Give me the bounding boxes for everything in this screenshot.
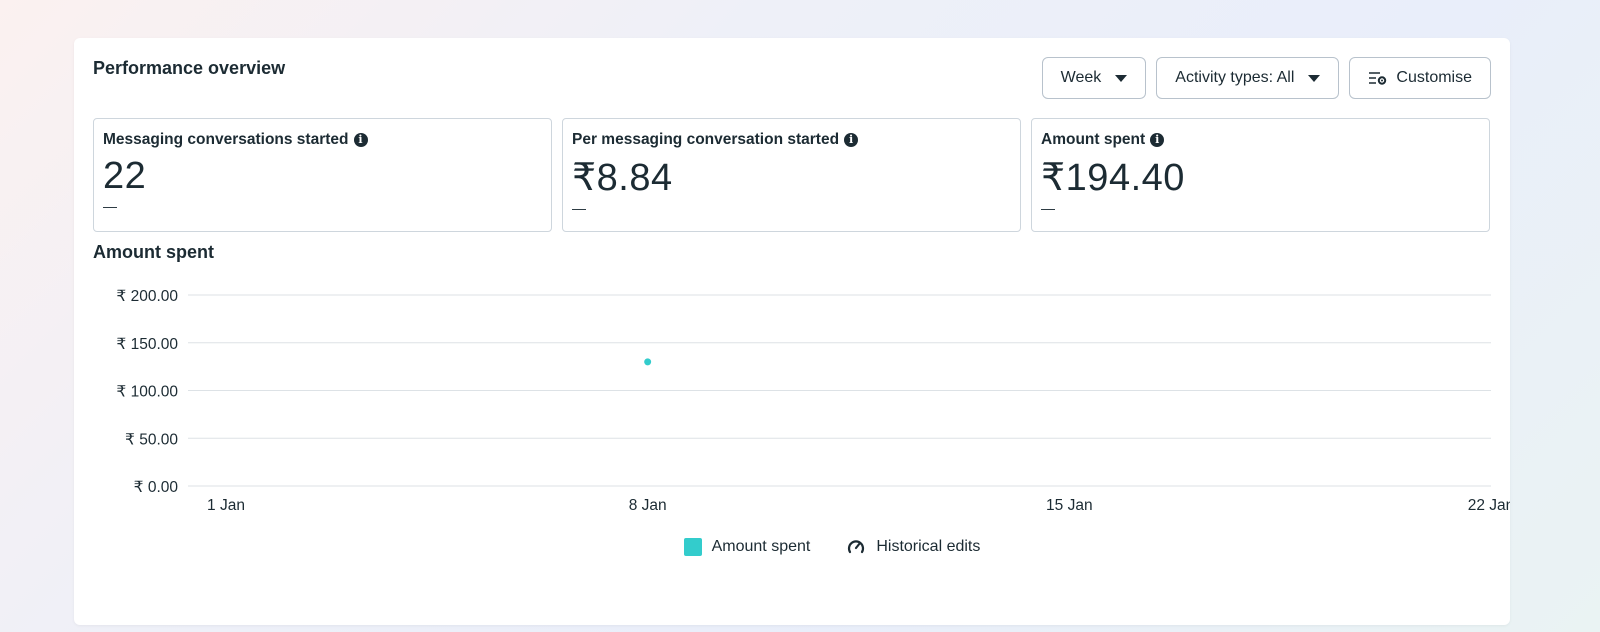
caret-down-icon	[1308, 74, 1321, 82]
info-icon[interactable]: i	[1150, 133, 1165, 147]
metric-label: Messaging conversations started	[103, 131, 349, 148]
metric-label-wrap: Per messaging conversation started i	[572, 131, 1011, 149]
legend-label: Amount spent	[711, 538, 811, 555]
metrics-row: Messaging conversations started i 22 — P…	[93, 118, 1490, 232]
y-tick-label: ₹ 50.00	[125, 431, 178, 448]
activity-types-dropdown[interactable]: Activity types: All	[1156, 57, 1340, 99]
metric-label-wrap: Messaging conversations started i	[103, 131, 542, 149]
y-tick-label: ₹ 100.00	[116, 384, 178, 401]
metric-cost-per-conversation[interactable]: Per messaging conversation started i ₹8.…	[562, 118, 1021, 232]
metric-change: —	[103, 198, 117, 214]
y-tick-label: ₹ 0.00	[134, 479, 179, 496]
chart-legend: Amount spent Historical edits	[74, 537, 1510, 557]
x-tick-label: 22 Jan	[1468, 497, 1510, 514]
y-tick-label: ₹ 200.00	[116, 288, 178, 305]
metric-messaging-conversations[interactable]: Messaging conversations started i 22 —	[93, 118, 552, 232]
controls-bar: Week Activity types: All Customise	[1041, 57, 1491, 99]
metric-change: —	[1041, 200, 1055, 216]
performance-overview-card: Performance overview Week Activity types…	[74, 38, 1510, 625]
customise-button[interactable]: Customise	[1349, 57, 1491, 99]
metric-change: —	[572, 200, 586, 216]
metric-amount-spent[interactable]: Amount spent i ₹194.40 —	[1031, 118, 1490, 232]
customise-label: Customise	[1396, 69, 1472, 86]
card-title: Performance overview	[93, 58, 286, 78]
gauge-icon	[848, 540, 865, 554]
legend-swatch	[683, 538, 702, 556]
metric-label-wrap: Amount spent i	[1041, 131, 1480, 149]
info-icon[interactable]: i	[844, 133, 859, 147]
x-tick-label: 8 Jan	[629, 497, 667, 514]
chart-title: Amount spent	[93, 242, 214, 262]
legend-item-amount-spent[interactable]: Amount spent	[683, 537, 811, 557]
caret-down-icon	[1115, 74, 1128, 82]
activity-types-label: Activity types: All	[1175, 69, 1295, 86]
period-label: Week	[1060, 69, 1102, 86]
metric-value: ₹194.40	[1041, 157, 1185, 199]
x-tick-label: 15 Jan	[1046, 497, 1093, 514]
legend-item-historical-edits[interactable]: Historical edits	[846, 537, 980, 557]
x-tick-label: 1 Jan	[207, 497, 245, 514]
metric-label: Per messaging conversation started	[572, 131, 840, 148]
metric-value: 22	[103, 155, 147, 197]
data-point	[644, 358, 652, 366]
y-tick-label: ₹ 150.00	[116, 336, 178, 353]
info-icon[interactable]: i	[353, 133, 368, 147]
metric-value: ₹8.84	[572, 157, 673, 199]
metric-label: Amount spent	[1041, 131, 1146, 148]
legend-label: Historical edits	[876, 538, 981, 555]
period-dropdown[interactable]: Week	[1041, 57, 1147, 99]
customise-settings-icon	[1369, 72, 1387, 85]
